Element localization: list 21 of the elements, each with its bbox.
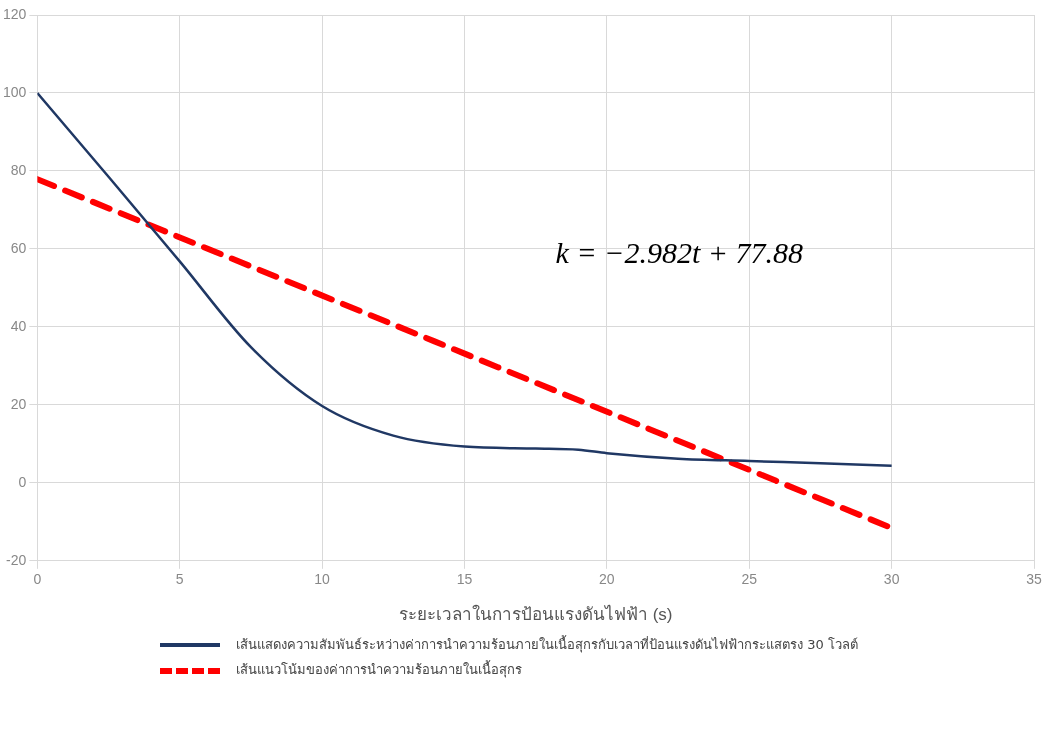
- x-tick-label: 25: [741, 571, 758, 588]
- y-tick-label: 20: [10, 395, 27, 412]
- y-tick-label: 120: [3, 5, 27, 22]
- x-tick-label: 0: [33, 571, 42, 588]
- x-tick-label: 20: [599, 571, 615, 588]
- x-tick-label: 30: [883, 571, 900, 588]
- x-tick-label: 15: [456, 571, 473, 588]
- x-tick-label: 35: [1026, 571, 1042, 588]
- y-tick-label: 0: [18, 473, 27, 490]
- x-axis-title: ระยะเวลาในการป้อนแรงดันไฟฟ้า (s): [398, 604, 673, 625]
- annotation: k = −2.982t + 77.88: [555, 236, 803, 270]
- line-series: [37, 91, 893, 467]
- y-tick-label: 40: [10, 317, 27, 334]
- y-tick-label: 80: [10, 161, 27, 178]
- y-tick-label: 100: [3, 83, 27, 100]
- legend-label: เส้นแนวโน้มของค่าการนำความร้อนภายในเนื้อสุกร: [236, 659, 522, 680]
- x-tick-label: 10: [314, 571, 331, 588]
- x-tick-label: 5: [175, 571, 184, 588]
- y-tick-label: -20: [6, 551, 27, 568]
- legend-label: เส้นแสดงความสัมพันธ์ระหว่างค่าการนำความร้อนภายในเนื้อสุกรกับเวลาที่ป้อนแรงดันไฟฟ้ากระแสตรง 30 โวลต์: [236, 634, 858, 655]
- y-tick-label: 60: [10, 239, 27, 256]
